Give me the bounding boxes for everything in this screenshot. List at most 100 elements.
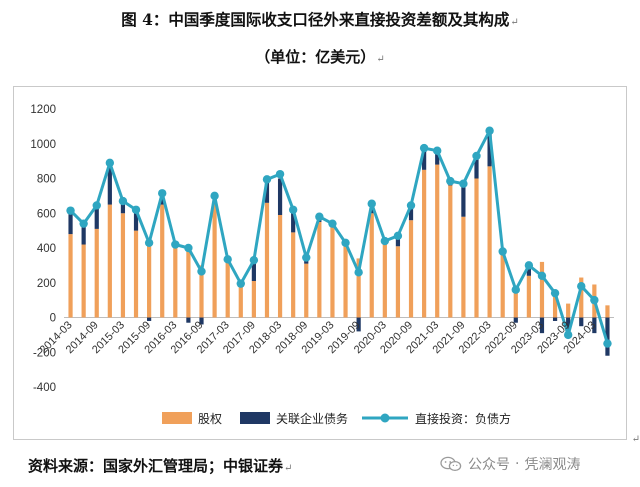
bar-affiliate-debt: [68, 211, 73, 235]
bar-equity: [225, 261, 230, 318]
bar-equity: [68, 234, 73, 318]
bar-affiliate-debt: [94, 206, 99, 229]
point-fdi-liabilities: [537, 271, 547, 280]
bar-equity: [120, 213, 126, 318]
point-fdi-liabilities: [144, 238, 154, 247]
bar-affiliate-debt: [539, 317, 545, 334]
point-fdi-liabilities: [419, 143, 429, 153]
bar-equity: [369, 213, 374, 318]
point-fdi-liabilities: [406, 201, 416, 210]
paragraph-mark: ↵: [376, 54, 385, 65]
bar-affiliate-debt: [277, 178, 283, 215]
legend-marker-fdi-liabilities: [380, 413, 390, 423]
bar-affiliate-debt: [435, 150, 440, 165]
chart-frame: -400 -200 0 200 400 600 800 1000 1200 2014-03 2014…: [13, 86, 640, 445]
watermark: 公众号 · 凭澜观涛: [440, 454, 580, 474]
bar-affiliate-debt: [461, 183, 466, 217]
bar-equity: [605, 305, 610, 318]
chart-title: 图 4：中国季度国际收支口径外来直接投资差额及其构成↵: [0, 8, 640, 30]
bar-affiliate-debt: [199, 317, 204, 325]
point-fdi-liabilities: [315, 212, 324, 221]
bar-affiliate-debt: [264, 180, 270, 203]
point-fdi-liabilities: [393, 231, 403, 241]
point-fdi-liabilities: [472, 151, 481, 161]
bar-equity: [277, 214, 283, 318]
bar-equity: [304, 263, 309, 318]
bar-equity: [435, 164, 440, 318]
y-tick-label: 800: [37, 174, 56, 186]
bar-equity: [408, 220, 414, 318]
line-fdi-liabilities: [69, 129, 609, 345]
bar-equity: [539, 261, 545, 318]
bar-equity: [395, 246, 401, 318]
paragraph-mark: ↵: [510, 17, 519, 28]
bar-affiliate-debt: [487, 131, 492, 167]
bar-equity: [487, 166, 492, 318]
watermark-separator: ·: [515, 456, 520, 472]
point-fdi-liabilities: [590, 295, 599, 305]
source-note: 资料来源：国家外汇管理局；中银证券↵: [28, 455, 292, 476]
point-fdi-liabilities: [563, 330, 573, 340]
bar-equity: [579, 277, 584, 318]
y-tick-label: -400: [33, 382, 56, 394]
bar-equity: [81, 244, 86, 318]
point-fdi-liabilities: [577, 282, 586, 291]
y-tick-label: -200: [33, 347, 56, 359]
bar-equity: [500, 253, 505, 318]
bar-affiliate-debt: [291, 209, 296, 233]
bar-equity: [251, 281, 256, 318]
y-tick-label: 600: [37, 208, 56, 220]
watermark-account: 凭澜观涛: [524, 457, 581, 473]
bar-affiliate-debt: [120, 201, 126, 214]
watermark-platform: 公众号: [468, 457, 510, 473]
bar-equity: [343, 242, 348, 318]
chart-legend: 股权 关联企业债务 直接投资：负债方: [162, 411, 511, 426]
point-fdi-liabilities: [275, 169, 285, 179]
bar-equity: [526, 275, 531, 318]
bar-equity: [448, 185, 453, 318]
point-fdi-liabilities: [550, 288, 560, 298]
paragraph-mark: ↵: [631, 434, 640, 445]
fdi-stacked-bar-line-chart: -400-2000200400600800100012002014-032014…: [30, 104, 614, 426]
point-fdi-liabilities: [105, 158, 115, 168]
point-fdi-liabilities: [341, 238, 350, 247]
bar-equity: [107, 204, 112, 318]
bar-equity: [461, 216, 466, 318]
bar-equity: [212, 202, 217, 318]
bar-affiliate-debt: [133, 209, 139, 231]
unit-caption-text: （单位：亿美元）: [255, 48, 376, 66]
bar-affiliate-debt: [566, 317, 571, 330]
bar-equity: [552, 296, 558, 318]
bar-equity: [330, 227, 335, 318]
point-fdi-liabilities: [446, 176, 455, 186]
point-fdi-liabilities: [524, 261, 534, 270]
point-fdi-liabilities: [249, 255, 259, 265]
point-fdi-liabilities: [433, 146, 442, 155]
bar-affiliate-debt: [526, 263, 531, 276]
bar-affiliate-debt: [474, 155, 479, 179]
paragraph-mark: ↵: [284, 463, 293, 474]
legend-label-affiliate-debt: 关联企业债务: [276, 411, 348, 426]
point-fdi-liabilities: [118, 196, 128, 206]
bar-equity: [382, 242, 387, 318]
bar-affiliate-debt: [513, 317, 518, 323]
point-fdi-liabilities: [184, 243, 193, 253]
bar-affiliate-debt: [422, 148, 427, 170]
bar-equity: [199, 265, 204, 318]
legend-label-equity: 股权: [198, 412, 222, 426]
wechat-icon: [440, 456, 462, 472]
point-fdi-liabilities: [131, 205, 141, 214]
point-fdi-liabilities: [262, 175, 272, 184]
unit-caption: （单位：亿美元）↵: [0, 46, 640, 67]
bar-affiliate-debt: [592, 317, 597, 334]
bar-affiliate-debt: [147, 317, 152, 321]
bar-equity: [147, 241, 152, 318]
bar-equity: [474, 178, 479, 318]
point-fdi-liabilities: [288, 205, 298, 214]
bar-affiliate-debt: [81, 225, 86, 245]
bar-equity: [422, 169, 427, 318]
y-tick-label: 1200: [30, 104, 56, 116]
bar-equity: [160, 204, 165, 318]
point-fdi-liabilities: [79, 219, 88, 228]
point-fdi-liabilities: [197, 267, 206, 276]
